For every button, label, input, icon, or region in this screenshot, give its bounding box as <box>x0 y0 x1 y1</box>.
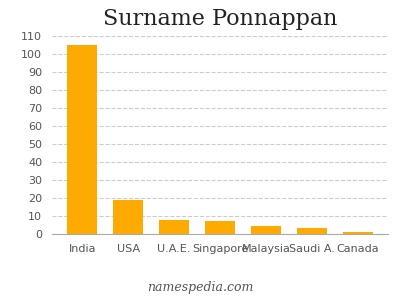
Title: Surname Ponnappan: Surname Ponnappan <box>103 8 337 30</box>
Bar <box>251 226 281 234</box>
Bar <box>343 232 373 234</box>
Text: namespedia.com: namespedia.com <box>147 281 253 294</box>
Bar <box>113 200 143 234</box>
Bar <box>67 45 97 234</box>
Bar <box>205 221 235 234</box>
Bar <box>297 228 327 234</box>
Bar <box>159 220 189 234</box>
